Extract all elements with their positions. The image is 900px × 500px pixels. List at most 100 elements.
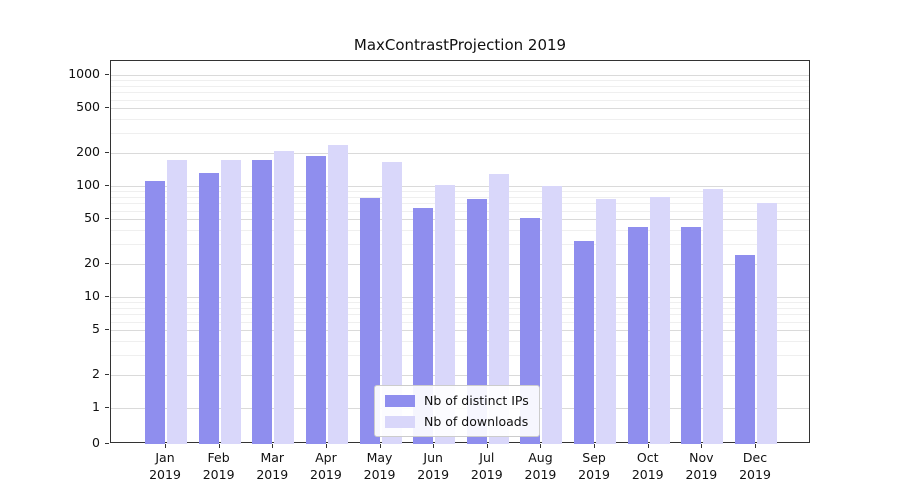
y-tick-mark bbox=[105, 218, 109, 220]
bar-downloads-sep bbox=[596, 199, 617, 444]
x-tick-mark bbox=[540, 444, 542, 448]
x-tick-month: Nov bbox=[689, 450, 714, 465]
x-tick-year: 2019 bbox=[149, 466, 181, 482]
x-tick-label: Dec 2019 bbox=[723, 450, 787, 484]
legend-label-downloads: Nb of downloads bbox=[424, 414, 529, 429]
y-tick-mark bbox=[105, 407, 109, 408]
x-tick-month: Oct bbox=[636, 450, 659, 465]
bar-downloads-nov bbox=[703, 188, 724, 444]
x-tick-label: Jun 2019 bbox=[401, 450, 465, 484]
gridline bbox=[111, 374, 809, 376]
y-tick-mark bbox=[105, 107, 109, 109]
x-tick-year: 2019 bbox=[202, 466, 235, 482]
gridline bbox=[111, 75, 809, 76]
gridline bbox=[111, 297, 809, 298]
bar-distinct-ips-dec bbox=[735, 254, 755, 444]
y-tick-label: 1 bbox=[92, 399, 100, 414]
x-tick-label: May 2019 bbox=[348, 450, 412, 484]
legend-swatch-distinct-ips bbox=[385, 394, 415, 407]
bar-distinct-ips-may bbox=[359, 197, 380, 444]
y-tick-label: 2 bbox=[92, 365, 100, 381]
gridline bbox=[111, 263, 809, 265]
y-tick-mark bbox=[105, 296, 109, 297]
gridline bbox=[111, 99, 809, 101]
x-tick-label: Nov 2019 bbox=[669, 450, 733, 484]
gridline bbox=[111, 244, 809, 246]
gridline bbox=[111, 203, 809, 205]
gridline bbox=[111, 186, 809, 187]
bar-distinct-ips-jan bbox=[145, 181, 165, 444]
x-tick-mark bbox=[379, 444, 381, 448]
gridline bbox=[111, 80, 809, 82]
x-tick-year: 2019 bbox=[524, 466, 557, 482]
bar-distinct-ips-nov bbox=[681, 226, 702, 444]
legend-label-distinct-ips: Nb of distinct IPs bbox=[424, 393, 529, 408]
x-tick-month: Dec bbox=[742, 450, 768, 465]
x-tick-month: Mar bbox=[260, 450, 285, 465]
y-tick-mark bbox=[105, 443, 109, 444]
x-tick-label: Feb 2019 bbox=[187, 450, 251, 484]
gridline bbox=[111, 191, 809, 193]
x-tick-label: Jan 2019 bbox=[133, 450, 197, 484]
x-tick-year: 2019 bbox=[578, 466, 610, 482]
x-tick-month: Jan bbox=[155, 450, 175, 465]
x-tick-month: May bbox=[366, 450, 393, 465]
gridline bbox=[111, 196, 809, 198]
x-tick-label: Mar 2019 bbox=[240, 450, 304, 484]
gridline bbox=[111, 92, 809, 94]
x-tick-year: 2019 bbox=[631, 466, 664, 482]
y-tick-label: 10 bbox=[84, 288, 100, 303]
x-tick-mark bbox=[594, 444, 596, 448]
bar-distinct-ips-feb bbox=[198, 173, 219, 444]
x-tick-label: Oct 2019 bbox=[616, 450, 680, 484]
x-tick-mark bbox=[701, 444, 703, 448]
bar-downloads-jul bbox=[488, 174, 509, 444]
y-tick-mark bbox=[105, 373, 109, 375]
gridline bbox=[111, 341, 809, 343]
x-tick-mark bbox=[433, 444, 435, 448]
x-tick-mark bbox=[325, 444, 327, 448]
bar-downloads-apr bbox=[327, 144, 348, 444]
y-tick-label: 50 bbox=[84, 210, 100, 226]
y-tick-label: 5 bbox=[92, 321, 100, 337]
x-tick-label: Aug 2019 bbox=[508, 450, 572, 484]
x-tick-year: 2019 bbox=[470, 466, 503, 482]
x-tick-month: Jul bbox=[479, 450, 495, 465]
y-tick-mark bbox=[105, 329, 109, 331]
bar-downloads-jun bbox=[435, 184, 456, 444]
y-tick-label: 500 bbox=[76, 99, 100, 115]
bar-distinct-ips-jul bbox=[466, 199, 487, 444]
y-tick-mark bbox=[105, 74, 109, 75]
x-tick-mark bbox=[218, 444, 220, 448]
plot-area: Nb of distinct IPs Nb of downloads bbox=[110, 60, 810, 444]
bar-distinct-ips-mar bbox=[252, 160, 273, 444]
x-tick-month: Apr bbox=[315, 450, 337, 465]
x-tick-year: 2019 bbox=[310, 466, 342, 482]
x-tick-year: 2019 bbox=[739, 466, 771, 482]
bar-distinct-ips-oct bbox=[627, 226, 648, 444]
bar-downloads-aug bbox=[542, 185, 563, 444]
gridline bbox=[111, 330, 809, 332]
bar-downloads-may bbox=[381, 161, 402, 444]
gridline bbox=[111, 152, 809, 154]
legend: Nb of distinct IPs Nb of downloads bbox=[374, 385, 540, 437]
chart-title: MaxContrastProjection 2019 bbox=[353, 36, 567, 54]
x-tick-year: 2019 bbox=[256, 466, 289, 482]
y-tick-mark bbox=[105, 262, 109, 264]
gridline bbox=[111, 85, 809, 87]
gridline bbox=[111, 210, 809, 212]
x-tick-label: Sep 2019 bbox=[562, 450, 626, 484]
y-tick-label: 0 bbox=[92, 435, 100, 450]
bar-distinct-ips-apr bbox=[305, 156, 326, 444]
gridline bbox=[111, 108, 809, 110]
y-tick-mark bbox=[105, 151, 109, 153]
x-tick-month: Jun bbox=[423, 450, 443, 465]
x-tick-year: 2019 bbox=[685, 466, 718, 482]
gridline bbox=[111, 314, 809, 316]
x-tick-label: Jul 2019 bbox=[455, 450, 519, 484]
gridline bbox=[111, 302, 809, 304]
y-tick-label: 1000 bbox=[68, 66, 100, 81]
bar-downloads-mar bbox=[274, 151, 295, 444]
x-tick-mark bbox=[486, 444, 488, 448]
